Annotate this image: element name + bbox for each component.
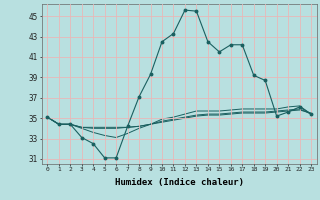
X-axis label: Humidex (Indice chaleur): Humidex (Indice chaleur) (115, 178, 244, 187)
